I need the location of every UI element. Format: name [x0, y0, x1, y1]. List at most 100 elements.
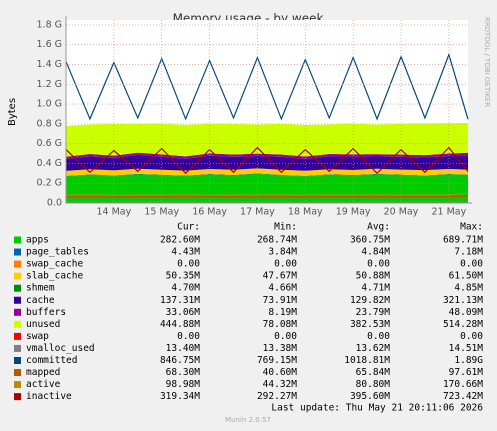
legend-swatch — [14, 284, 21, 292]
legend-swatch — [14, 236, 21, 244]
legend-value: 3.84M — [268, 247, 297, 258]
legend-value: 0.00 — [177, 331, 200, 342]
legend-swatch — [14, 272, 21, 280]
area — [66, 168, 468, 176]
legend-value: 514.28M — [443, 319, 483, 330]
legend-value: 40.60M — [263, 367, 298, 378]
y-tick-label: 1.0 G — [37, 99, 63, 110]
area — [66, 154, 468, 171]
area — [66, 152, 468, 160]
line — [65, 146, 469, 175]
legend-swatch — [14, 357, 21, 364]
legend-swatch — [14, 381, 21, 389]
legend-value: 73.91M — [263, 295, 298, 306]
legend-label: mapped — [26, 367, 60, 378]
legend-value: 97.61M — [449, 367, 484, 378]
legend-label: slab_cache — [26, 271, 83, 282]
legend-value: 689.71M — [443, 235, 483, 246]
legend-value: 129.82M — [350, 295, 390, 306]
legend-value: 0.00 — [274, 259, 297, 270]
legend-value: 846.75M — [160, 355, 200, 366]
legend-header: Min: — [274, 222, 297, 233]
legend-value: 319.34M — [160, 391, 200, 402]
legend-value: 44.32M — [263, 379, 298, 390]
legend-value: 4.71M — [361, 283, 390, 294]
legend-label: cache — [26, 295, 55, 306]
axes — [65, 16, 472, 204]
legend-value: 13.38M — [263, 343, 298, 354]
y-tick-label: 1.2 G — [37, 79, 63, 90]
y-axis-label: Bytes — [7, 98, 18, 126]
legend-value: 360.75M — [350, 235, 390, 246]
legend-value: 0.00 — [460, 259, 483, 270]
legend-value: 321.13M — [443, 295, 483, 306]
legend-value: 48.09M — [449, 307, 484, 318]
legend-value: 4.84M — [361, 247, 390, 258]
legend-swatch — [14, 320, 21, 328]
x-tick-label: 15 May — [144, 207, 179, 218]
legend-value: 4.85M — [454, 283, 483, 294]
legend-header: Avg: — [367, 222, 390, 233]
legend-label: shmem — [26, 283, 55, 294]
y-tick-label: 0.4 G — [37, 158, 63, 169]
legend-value: 98.98M — [166, 379, 201, 390]
line — [65, 192, 469, 196]
area — [66, 173, 468, 203]
legend-value: 382.53M — [350, 319, 390, 330]
legend-value: 50.88M — [356, 271, 391, 282]
legend-value: 268.74M — [257, 235, 297, 246]
legend-label: apps — [26, 235, 49, 246]
area — [66, 123, 468, 157]
legend-swatch — [14, 248, 21, 256]
legend-label: buffers — [26, 307, 66, 318]
side-text: RRDTOOL / TOBI OETIKER — [483, 17, 491, 107]
legend-swatch — [14, 393, 21, 401]
legend-label: unused — [26, 319, 60, 330]
legend-swatch — [14, 369, 21, 377]
footer: Last update: Thu May 21 20:11:06 2026 — [271, 403, 483, 414]
x-tick-label: 21 May — [431, 207, 466, 218]
legend-value: 7.18M — [454, 247, 483, 258]
legend-value: 282.60M — [160, 235, 200, 246]
legend-value: 0.00 — [460, 331, 483, 342]
legend-value: 61.50M — [449, 271, 484, 282]
legend-value: 723.42M — [443, 391, 483, 402]
legend-value: 8.19M — [268, 307, 297, 318]
version: Munin 2.0.57 — [225, 416, 271, 424]
legend-value: 1018.81M — [344, 355, 390, 366]
legend-value: 4.66M — [268, 283, 297, 294]
legend-value: 13.40M — [166, 343, 201, 354]
y-tick-label: 1.4 G — [37, 59, 63, 70]
legend-label: swap_cache — [26, 259, 83, 270]
legend-value: 0.00 — [177, 259, 200, 270]
x-tick-label: 14 May — [96, 207, 131, 218]
legend-label: page_tables — [26, 247, 89, 258]
legend-value: 0.00 — [367, 259, 390, 270]
legend-value: 170.66M — [443, 379, 483, 390]
legend-value: 395.60M — [350, 391, 390, 402]
legend-value: 33.06M — [166, 307, 201, 318]
legend-value: 292.27M — [257, 391, 297, 402]
line — [65, 52, 469, 121]
legend-value: 78.08M — [263, 319, 298, 330]
legend-swatch — [14, 260, 21, 268]
legend-value: 50.35M — [166, 271, 201, 282]
x-tick-label: 16 May — [192, 207, 227, 218]
y-tick-label: 0.8 G — [37, 118, 63, 129]
legend-value: 47.67M — [263, 271, 298, 282]
legend-label: active — [26, 379, 61, 390]
legend-value: 769.15M — [257, 355, 297, 366]
legend-value: 13.62M — [356, 343, 391, 354]
legend-value: 23.79M — [356, 307, 391, 318]
legend-label: committed — [26, 355, 77, 366]
legend-label: swap — [26, 331, 49, 342]
legend-header: Max: — [460, 222, 483, 233]
legend-value: 65.84M — [356, 367, 391, 378]
y-tick-label: 0.0 — [47, 198, 62, 209]
legend-swatch — [14, 332, 21, 340]
legend-value: 0.00 — [367, 331, 390, 342]
legend-value: 68.30M — [166, 367, 201, 378]
y-tick-label: 1.8 G — [37, 19, 63, 30]
